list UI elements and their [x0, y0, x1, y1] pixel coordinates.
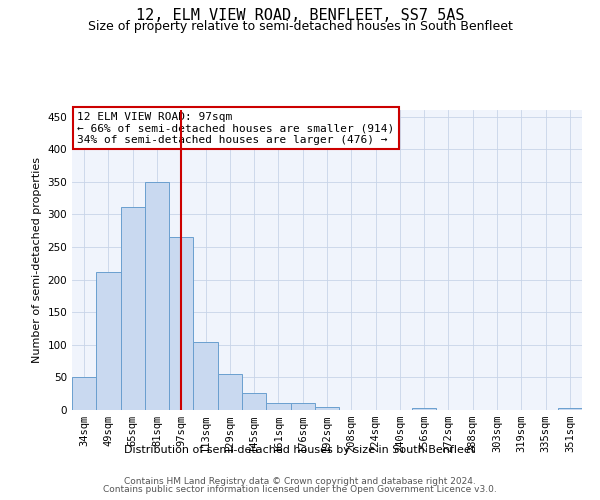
Bar	[193, 342, 218, 410]
Text: Contains HM Land Registry data © Crown copyright and database right 2024.: Contains HM Land Registry data © Crown c…	[124, 477, 476, 486]
Bar	[315, 406, 339, 410]
Bar	[72, 378, 96, 410]
Bar	[145, 182, 169, 410]
Bar	[169, 237, 193, 410]
Bar	[96, 272, 121, 410]
Text: 12, ELM VIEW ROAD, BENFLEET, SS7 5AS: 12, ELM VIEW ROAD, BENFLEET, SS7 5AS	[136, 8, 464, 22]
Bar	[121, 206, 145, 410]
Bar	[266, 403, 290, 410]
Bar	[242, 393, 266, 410]
Y-axis label: Number of semi-detached properties: Number of semi-detached properties	[32, 157, 42, 363]
Bar	[412, 408, 436, 410]
Bar	[558, 408, 582, 410]
Text: 12 ELM VIEW ROAD: 97sqm
← 66% of semi-detached houses are smaller (914)
34% of s: 12 ELM VIEW ROAD: 97sqm ← 66% of semi-de…	[77, 112, 394, 144]
Text: Distribution of semi-detached houses by size in South Benfleet: Distribution of semi-detached houses by …	[124, 445, 476, 455]
Text: Size of property relative to semi-detached houses in South Benfleet: Size of property relative to semi-detach…	[88, 20, 512, 33]
Text: Contains public sector information licensed under the Open Government Licence v3: Contains public sector information licen…	[103, 485, 497, 494]
Bar	[218, 374, 242, 410]
Bar	[290, 404, 315, 410]
